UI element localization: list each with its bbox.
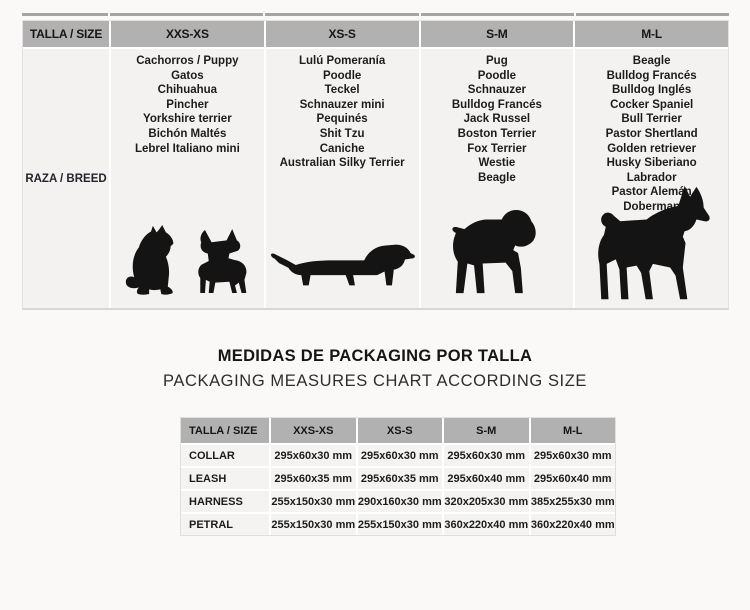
breed-item: Chihuahua [157, 84, 218, 97]
breed-cell-xs-s: Lulú Pomeranía Poodle Teckel Schnauzer mini… [265, 49, 419, 308]
leash-xxs-xs: 295x60x35 mm [271, 468, 356, 489]
petral-m-l: 360x220x40 mm [530, 514, 615, 535]
breed-item: Cocker Spaniel [610, 98, 694, 111]
breed-item: Lulú Pomeranía [298, 55, 386, 67]
row-label-leash: LEASH [181, 468, 269, 489]
breed-list: Beagle Bulldog Francés Bulldog Inglés Cocke… [575, 49, 728, 215]
schnauzer-icon [447, 209, 547, 297]
breed-item: Beagle [478, 171, 516, 184]
harness-m-l: 385x255x30 mm [530, 491, 615, 512]
breed-item: Husky Siberiano [606, 157, 697, 170]
harness-xxs-xs: 255x150x30 mm [271, 491, 356, 512]
title-spanish: MEDIDAS DE PACKAGING POR TALLA [217, 347, 533, 365]
breed-item: Bulldog Francés [451, 98, 542, 111]
breed-item: Bichón Maltés [148, 127, 227, 140]
breed-item: Shit Tzu [319, 127, 365, 140]
doberman-icon [594, 184, 710, 302]
size-header-xs-s: XS-S [265, 21, 419, 47]
breed-cell-m-l: Beagle Bulldog Francés Bulldog Inglés Cocke… [575, 49, 728, 308]
breed-size-table: TALLA / SIZE XXS-XS XS-S S-M M-L RAZA / … [22, 13, 729, 310]
title-english: PACKAGING MEASURES CHART ACCORDING SIZE [162, 372, 588, 390]
packaging-header-s-m: S-M [444, 418, 529, 443]
dachshund-icon [268, 239, 416, 291]
breed-item: Poodle [477, 69, 517, 82]
leash-xs-s: 295x60x35 mm [357, 468, 442, 489]
petral-xxs-xs: 255x150x30 mm [271, 514, 356, 535]
collar-xs-s: 295x60x30 mm [357, 445, 442, 466]
breed-item: Schnauzer [467, 84, 526, 97]
row-label-raza-breed: RAZA / BREED [23, 49, 109, 308]
row-label-collar: COLLAR [181, 445, 269, 466]
breed-item: Bull Terrier [621, 113, 682, 126]
packaging-corner-header: TALLA / SIZE [181, 418, 269, 443]
section-titles: MEDIDAS DE PACKAGING POR TALLA PACKAGING… [0, 347, 750, 391]
size-header-m-l: M-L [575, 21, 728, 47]
breed-cell-xxs-xs: Cachorros / Puppy Gatos Chihuahua Pincher Yo… [111, 49, 264, 308]
harness-xs-s: 290x160x30 mm [357, 491, 442, 512]
collar-xxs-xs: 295x60x30 mm [271, 445, 356, 466]
breed-item: Jack Russel [463, 113, 531, 126]
breed-item: Schnauzer mini [299, 98, 385, 111]
breed-item: Teckel [324, 84, 360, 97]
breed-list: Lulú Pomeranía Poodle Teckel Schnauzer mini… [266, 49, 419, 171]
breed-item: Australian Silky Terrier [279, 157, 405, 170]
breed-item: Boston Terrier [457, 127, 537, 140]
breed-item: Pequinés [316, 113, 368, 126]
breed-item: Cachorros / Puppy [136, 55, 239, 67]
breed-item: Yorkshire terrier [143, 113, 232, 126]
breed-list: Cachorros / Puppy Gatos Chihuahua Pincher Yo… [111, 49, 264, 156]
breed-item: Beagle [632, 55, 671, 67]
breed-item: Pug [486, 55, 508, 67]
harness-s-m: 320x205x30 mm [444, 491, 529, 512]
size-header-s-m: S-M [420, 21, 574, 47]
collar-s-m: 295x60x30 mm [444, 445, 529, 466]
table-top-strip [22, 13, 729, 16]
petral-s-m: 360x220x40 mm [444, 514, 529, 535]
breed-item: Gatos [171, 69, 204, 82]
breed-item: Pastor Shertland [605, 127, 698, 140]
breed-item: Bulldog Francés [606, 69, 697, 82]
packaging-header-xxs-xs: XXS-XS [271, 418, 356, 443]
collar-m-l: 295x60x30 mm [530, 445, 615, 466]
chihuahua-icon [189, 228, 251, 296]
leash-s-m: 295x60x40 mm [444, 468, 529, 489]
packaging-header-m-l: M-L [530, 418, 615, 443]
leash-m-l: 295x60x40 mm [530, 468, 615, 489]
row-label-petral: PETRAL [181, 514, 269, 535]
row-label-harness: HARNESS [181, 491, 269, 512]
breed-item: Bulldog Inglés [612, 84, 692, 97]
breed-item: Golden retriever [607, 142, 697, 155]
breed-item: Lebrel Italiano mini [134, 142, 240, 155]
breed-item: Labrador [626, 171, 677, 184]
breed-list: Pug Poodle Schnauzer Bulldog Francés Jack Ru… [421, 49, 574, 185]
breed-item: Pincher [166, 98, 209, 111]
packaging-measures-table: TALLA / SIZE XXS-XS XS-S S-M M-L COLLAR … [180, 417, 616, 536]
breed-item: Pastor Alemán [611, 186, 692, 199]
size-header-xxs-xs: XXS-XS [111, 21, 264, 47]
packaging-header-xs-s: XS-S [357, 418, 442, 443]
size-table-corner-header: TALLA / SIZE [23, 21, 109, 47]
breed-cell-s-m: Pug Poodle Schnauzer Bulldog Francés Jack Ru… [420, 49, 574, 308]
breed-item: Westie [478, 157, 516, 170]
petral-xs-s: 255x150x30 mm [357, 514, 442, 535]
breed-item: Caniche [319, 142, 365, 155]
cat-icon [123, 223, 179, 296]
breed-item: Poodle [322, 69, 362, 82]
breed-item: Fox Terrier [467, 142, 527, 155]
